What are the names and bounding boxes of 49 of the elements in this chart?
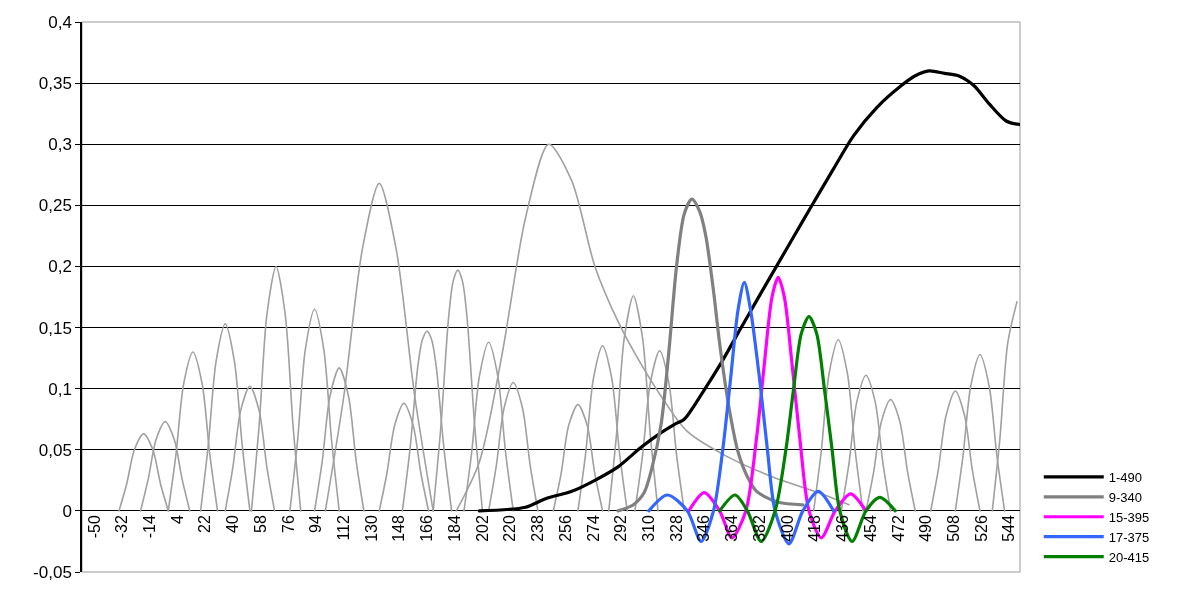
x-tick-label: 40 [224,514,242,533]
x-tick-label: 418 [806,515,824,542]
x-tick-label: 76 [279,514,297,533]
x-tick-label: 544 [1000,515,1018,542]
x-tick-label: 148 [390,515,408,542]
y-tick-label: 0,35 [38,74,72,94]
x-tick-label: 112 [335,515,353,541]
x-tick-label: 220 [501,515,519,542]
x-tick-label: 274 [584,515,602,542]
x-tick-label: 400 [778,515,796,542]
x-tick-label: 292 [612,515,630,542]
y-tick-label: 0,15 [38,318,72,338]
legend-label: 9-340 [1108,489,1143,505]
x-tick-label: -50 [85,514,103,539]
y-tick-label: 0,25 [38,196,72,216]
x-tick-label: 184 [445,515,463,542]
legend-label: 1-490 [1108,470,1143,486]
x-tick-label: 130 [362,515,380,542]
x-tick-label: 238 [529,515,547,542]
x-tick-label: 490 [917,515,935,542]
x-tick-label: 508 [944,515,962,542]
x-tick-label: 526 [972,515,990,542]
x-tick-label: -32 [113,514,131,539]
x-tick-label: 58 [251,514,269,533]
x-tick-label: 436 [834,515,852,542]
x-tick-label: 382 [750,515,768,542]
x-tick-label: 166 [418,515,436,542]
y-tick-label: 0,3 [48,135,72,155]
x-tick-label: 94 [307,514,325,533]
legend-label: 17-375 [1108,529,1150,545]
x-tick-label: 364 [723,515,741,542]
x-tick-label: 310 [640,515,657,542]
y-tick-label: 0,05 [38,440,72,460]
legend-label: 15-395 [1108,509,1150,525]
x-tick-label: 4 [168,515,186,524]
x-tick-label: 346 [695,515,713,542]
x-tick-label: -14 [140,514,158,539]
y-tick-label: 0,4 [48,12,72,32]
x-tick-label: 454 [861,515,879,542]
x-tick-label: 328 [667,515,685,542]
y-tick-label: -0,05 [33,562,72,582]
x-tick-label: 202 [473,515,491,542]
x-tick-label: 22 [196,514,214,533]
y-tick-label: 0,1 [48,379,72,399]
y-tick-label: 0 [62,501,72,521]
legend-label: 20-415 [1108,549,1150,565]
x-tick-label: 256 [556,515,574,542]
x-tick-label: 472 [889,515,907,542]
y-tick-label: 0,2 [48,257,72,277]
